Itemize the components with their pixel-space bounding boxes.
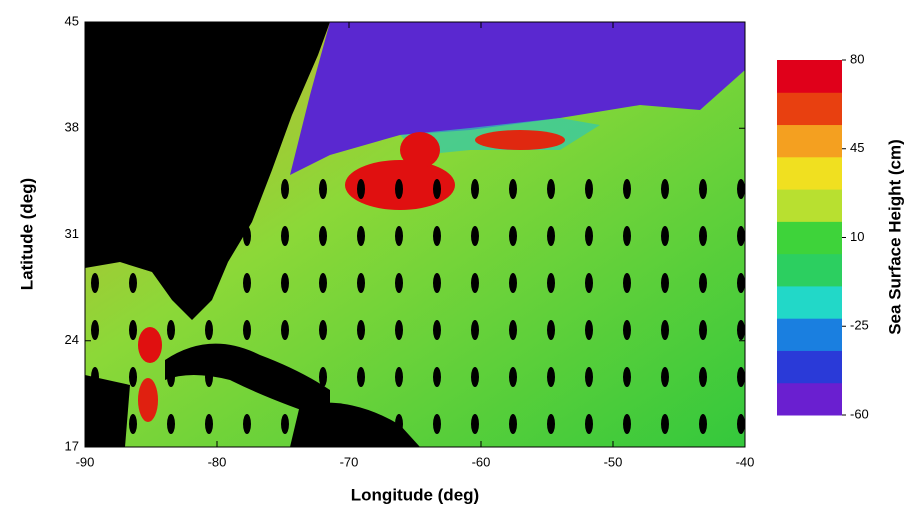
colorbar-tick-label: -25 xyxy=(850,318,869,333)
y-tick-label: 24 xyxy=(65,332,79,347)
colorbar-tick-label: -60 xyxy=(850,406,869,421)
colorbar-swatch xyxy=(777,125,842,158)
x-tick-label: -80 xyxy=(208,454,227,469)
colorbar-swatch xyxy=(777,350,842,383)
colorbar-tick-label: 80 xyxy=(850,51,864,66)
colorbar-swatch xyxy=(777,60,842,93)
x-tick-label: -50 xyxy=(604,454,623,469)
y-tick-label: 45 xyxy=(65,13,79,28)
chart: Longitude (deg) Latitude (deg) Sea Surfa… xyxy=(0,0,912,510)
colorbar-swatch xyxy=(777,254,842,287)
colorbar-swatch xyxy=(777,286,842,319)
colorbar-swatch xyxy=(777,318,842,351)
colorbar-tick-label: 10 xyxy=(850,229,864,244)
colorbar-tick-label: 45 xyxy=(850,140,864,155)
y-tick-label: 31 xyxy=(65,226,79,241)
x-tick-label: -40 xyxy=(736,454,755,469)
y-axis-label: Latitude (deg) xyxy=(17,178,36,290)
field xyxy=(85,22,745,447)
warm-core xyxy=(475,130,565,150)
colorbar-swatch xyxy=(777,221,842,254)
x-axis-label: Longitude (deg) xyxy=(351,485,479,504)
x-tick-label: -90 xyxy=(76,454,95,469)
colorbar-swatch xyxy=(777,189,842,222)
colorbar-swatch xyxy=(777,157,842,190)
colorbar-label: Sea Surface Height (cm) xyxy=(885,139,904,335)
colorbar-swatch xyxy=(777,383,842,416)
x-tick-label: -70 xyxy=(340,454,359,469)
land xyxy=(85,375,130,447)
y-tick-label: 17 xyxy=(65,438,79,453)
x-tick-label: -60 xyxy=(472,454,491,469)
warm-core xyxy=(400,132,440,168)
colorbar-swatch xyxy=(777,92,842,125)
y-tick-label: 38 xyxy=(65,120,79,135)
